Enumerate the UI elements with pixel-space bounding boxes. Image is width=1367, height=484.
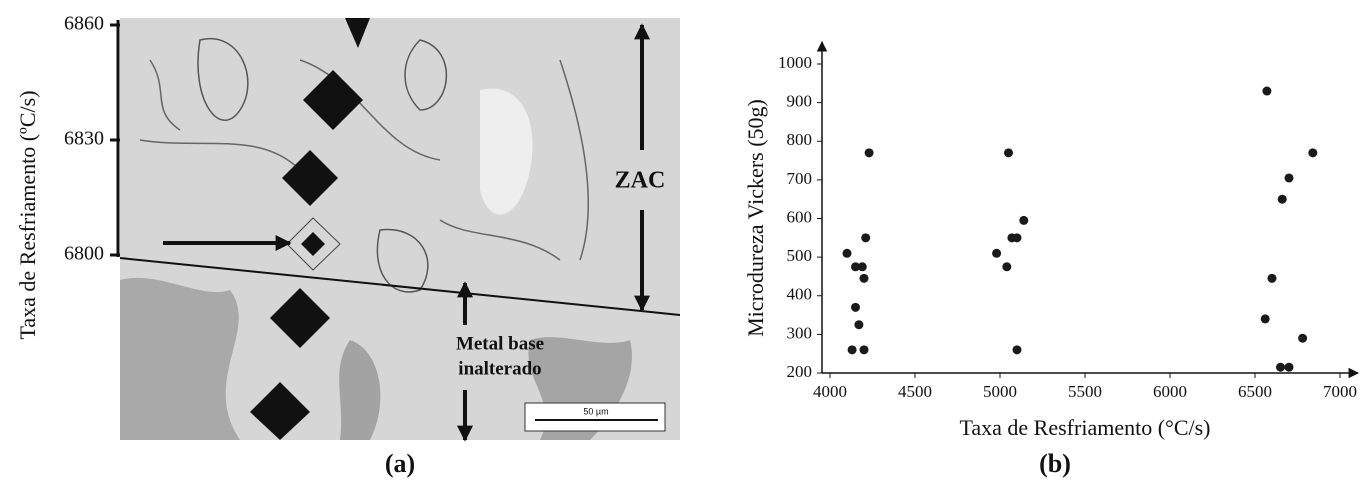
x-tick-label: 7000 [1323, 382, 1357, 401]
micrograph [120, 18, 680, 440]
y-tick-label: 200 [787, 362, 813, 381]
x-tick-label: 4000 [813, 382, 847, 401]
point [861, 233, 870, 242]
point [854, 320, 863, 329]
caption: (a) [385, 449, 415, 478]
point [1268, 274, 1277, 283]
point [860, 274, 869, 283]
y-tick-label: 300 [787, 323, 813, 342]
point [1278, 195, 1287, 204]
point [1298, 334, 1307, 343]
point [843, 249, 852, 258]
annotation: ZAC [615, 168, 666, 194]
point [1285, 173, 1294, 182]
x-tick-label: 6000 [1153, 382, 1187, 401]
point [1004, 148, 1013, 157]
point [1261, 314, 1270, 323]
point [865, 148, 874, 157]
y-tick-label: 800 [787, 130, 813, 149]
y-tick-label: 6830 [64, 128, 104, 150]
x-tick-label: 6500 [1238, 382, 1272, 401]
point [1019, 216, 1028, 225]
point [992, 249, 1001, 258]
point [1308, 148, 1317, 157]
x-tick-label: 5500 [1068, 382, 1102, 401]
figure: ZAC Metal base inalterado 50 µm Taxa de … [0, 0, 1367, 484]
point [860, 345, 869, 354]
y-tick-label: 900 [787, 92, 813, 111]
point [1002, 262, 1011, 271]
point [848, 345, 857, 354]
annotation: inalterado [458, 358, 541, 379]
annotation: Metal base [456, 333, 544, 354]
y-axis-label: Taxa de Resfriamento (ºC/s) [15, 90, 40, 339]
point [851, 303, 860, 312]
y-tick-label: 600 [787, 207, 813, 226]
caption: (b) [1039, 449, 1071, 478]
x-axis-label: Taxa de Resfriamento (°C/s) [959, 415, 1210, 440]
point [1285, 363, 1294, 372]
point [1013, 345, 1022, 354]
x-tick-label: 4500 [898, 382, 932, 401]
y-tick-label: 500 [787, 246, 813, 265]
point [1276, 363, 1285, 372]
x-tick-label: 5000 [983, 382, 1017, 401]
point [858, 262, 867, 271]
y-tick-label: 6800 [64, 243, 104, 265]
scale-bar-label: 50 µm [583, 406, 608, 416]
y-tick-label: 6860 [64, 13, 104, 35]
y-tick-label: 400 [787, 285, 813, 304]
point [1262, 87, 1271, 96]
y-tick-label: 1000 [778, 53, 812, 72]
y-tick-label: 700 [787, 169, 813, 188]
y-axis-label: Microdureza Vickers (50g) [743, 99, 768, 337]
point [1013, 233, 1022, 242]
